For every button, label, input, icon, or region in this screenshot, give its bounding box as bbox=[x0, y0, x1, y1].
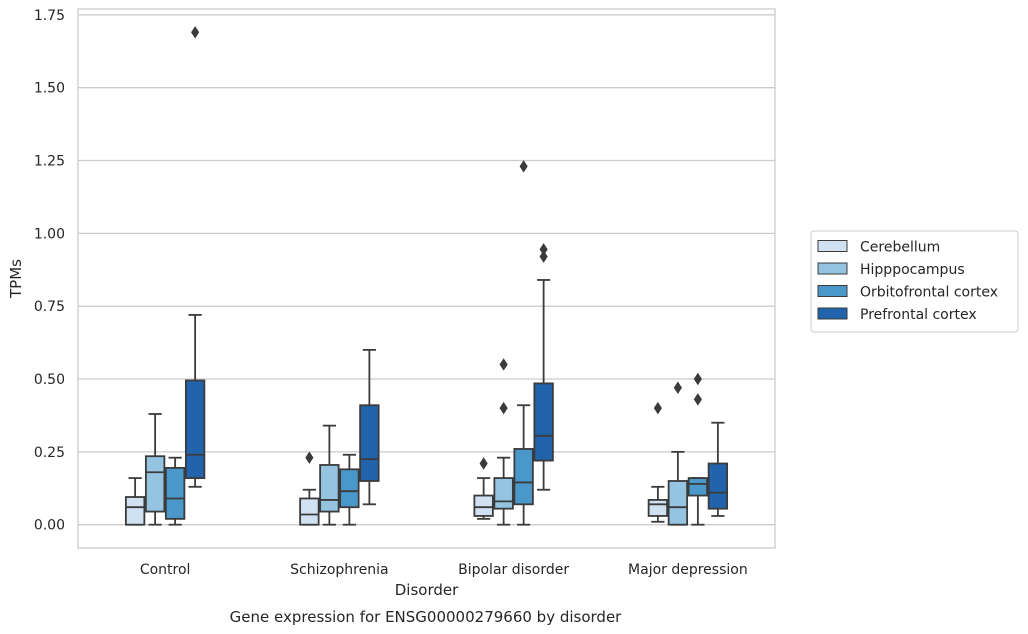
box-hipppocampus bbox=[667, 381, 689, 526]
outlier-point bbox=[499, 401, 508, 415]
box-body bbox=[707, 462, 729, 510]
box-body bbox=[473, 494, 494, 517]
box-prefrontal-cortex bbox=[359, 348, 380, 506]
y-tick-label: 1.75 bbox=[34, 8, 65, 24]
outlier-point bbox=[305, 451, 314, 464]
box-hipppocampus bbox=[319, 424, 340, 526]
x-tick-label: Bipolar disorder bbox=[458, 562, 569, 578]
y-tick-label: 1.25 bbox=[34, 154, 65, 170]
x-axis-label: Disorder bbox=[395, 581, 459, 599]
outlier-point bbox=[479, 457, 488, 470]
box-body bbox=[164, 466, 186, 520]
outlier-point bbox=[499, 358, 508, 371]
legend-swatch bbox=[817, 240, 848, 252]
x-axis: Control Schizophrenia Bipolar disorder Majo… bbox=[140, 562, 748, 578]
y-tick-label: 0.50 bbox=[34, 372, 65, 388]
box-hipppocampus bbox=[493, 358, 514, 526]
y-tick-label: 1.50 bbox=[34, 81, 65, 97]
y-tick-label: 1.00 bbox=[34, 226, 65, 242]
box-cerebellum bbox=[124, 477, 146, 526]
box-orbitofrontal-cortex bbox=[513, 160, 534, 526]
box-cerebellum bbox=[473, 457, 494, 520]
legend: Cerebellum Hipppocampus Orbitofrontal cort… bbox=[810, 230, 1019, 333]
box-body bbox=[184, 379, 206, 479]
legend-label: Prefrontal cortex bbox=[860, 307, 977, 323]
plot-area bbox=[124, 26, 729, 526]
box-body bbox=[533, 382, 554, 462]
y-tick-label: 0.00 bbox=[34, 518, 65, 534]
y-tick-label: 0.25 bbox=[34, 445, 65, 461]
box-orbitofrontal-cortex bbox=[164, 456, 186, 526]
x-tick-label: Schizophrenia bbox=[290, 562, 388, 578]
box-prefrontal-cortex bbox=[184, 26, 206, 488]
box-hipppocampus bbox=[144, 413, 166, 526]
outlier-point bbox=[673, 381, 682, 394]
outlier-point bbox=[191, 26, 200, 39]
y-axis-label: TPMs bbox=[7, 259, 25, 299]
legend-label: Cerebellum bbox=[860, 240, 940, 256]
box-body bbox=[513, 448, 534, 506]
outlier-point bbox=[519, 160, 528, 173]
outlier-point bbox=[539, 243, 548, 256]
outlier-point bbox=[693, 372, 702, 386]
box-orbitofrontal-cortex bbox=[339, 453, 360, 526]
chart-caption: Gene expression for ENSG00000279660 by d… bbox=[230, 608, 623, 626]
legend-label: Hipppocampus bbox=[860, 262, 965, 278]
box-body bbox=[493, 477, 514, 510]
x-tick-label: Major depression bbox=[628, 562, 748, 578]
box-prefrontal-cortex bbox=[533, 243, 554, 491]
box-body bbox=[667, 480, 689, 526]
legend-swatch bbox=[817, 307, 848, 320]
box-body bbox=[299, 497, 320, 526]
box-body bbox=[359, 404, 380, 482]
y-axis: 0.00 0.25 0.50 0.75 1.00 1.25 1.50 1.75 bbox=[34, 8, 65, 534]
legend-frame bbox=[810, 230, 1019, 333]
box-body bbox=[647, 499, 669, 517]
box-body bbox=[124, 496, 146, 526]
y-tick-label: 0.75 bbox=[34, 299, 65, 315]
outlier-point bbox=[653, 401, 662, 415]
legend-swatch bbox=[817, 285, 848, 297]
box-body bbox=[144, 455, 166, 513]
legend-label: Orbitofrontal cortex bbox=[860, 285, 998, 301]
box-body bbox=[339, 468, 360, 509]
plot-frame bbox=[77, 8, 776, 549]
box-body bbox=[687, 477, 709, 497]
box-cerebellum bbox=[299, 451, 320, 526]
box-cerebellum bbox=[647, 401, 669, 523]
outlier-point bbox=[539, 250, 548, 263]
x-tick-label: Control bbox=[140, 562, 191, 578]
box-orbitofrontal-cortex bbox=[687, 372, 709, 526]
grid-lines bbox=[78, 14, 775, 526]
outlier-point bbox=[693, 393, 702, 406]
box-body bbox=[319, 464, 340, 513]
legend-swatch bbox=[817, 262, 848, 275]
box-prefrontal-cortex bbox=[707, 421, 729, 517]
